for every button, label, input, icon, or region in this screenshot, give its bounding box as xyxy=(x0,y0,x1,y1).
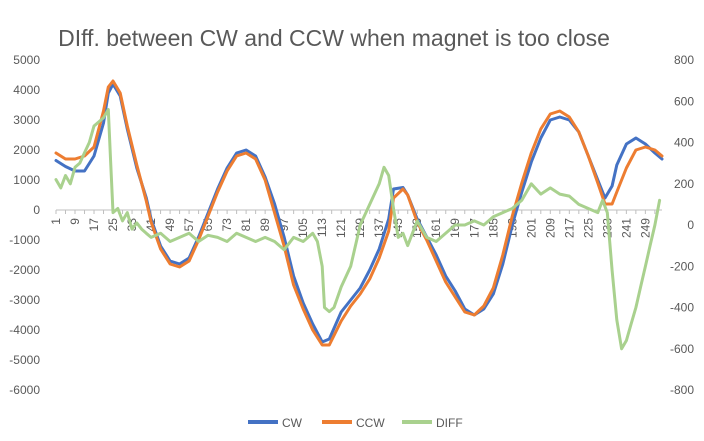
series-line-diff xyxy=(54,108,662,351)
plot-area xyxy=(54,79,664,351)
x-tick-label: 225 xyxy=(581,218,595,238)
x-axis: 1 9 17 25 33 41 49 57 65 73 81 89 97 105 113 121 129 137 1… xyxy=(49,209,662,238)
y-right-tick-label: -200 xyxy=(670,259,694,273)
x-tick-label: 9 xyxy=(68,218,82,225)
x-tick-label: 217 xyxy=(562,218,576,238)
y-right-tick-label: -800 xyxy=(670,383,694,397)
y-left-tick-label: -4000 xyxy=(9,323,40,337)
y-right-tick-label: 600 xyxy=(674,94,694,108)
y-right-tick-label: -400 xyxy=(670,301,694,315)
y-left-tick-label: -6000 xyxy=(9,383,40,397)
y-left-tick-label: -2000 xyxy=(9,263,40,277)
y-axis-right: 800 600 400 200 0 -200 -400 -600 -800 xyxy=(670,53,694,397)
y-right-tick-label: -600 xyxy=(670,342,694,356)
x-tick-label: 25 xyxy=(106,218,120,232)
y-left-tick-label: 5000 xyxy=(13,53,40,67)
x-tick-label: 137 xyxy=(372,218,386,238)
y-left-tick-label: -1000 xyxy=(9,233,40,247)
y-left-tick-label: 2000 xyxy=(13,143,40,157)
y-left-tick-label: -3000 xyxy=(9,293,40,307)
x-tick-label: 49 xyxy=(163,218,177,232)
legend-label-cw: CW xyxy=(282,416,303,430)
y-right-tick-label: 0 xyxy=(687,218,694,232)
x-tick-label: 1 xyxy=(49,218,63,225)
y-right-tick-label: 200 xyxy=(674,177,694,191)
legend-label-diff: DIFF xyxy=(436,416,463,430)
x-tick-label: 201 xyxy=(524,218,538,238)
y-left-tick-label: 4000 xyxy=(13,83,40,97)
y-left-tick-label: -5000 xyxy=(9,353,40,367)
legend: CW CCW DIFF xyxy=(248,416,463,430)
x-tick-label: 161 xyxy=(429,218,443,238)
x-tick-label: 241 xyxy=(619,218,633,238)
x-tick-label: 113 xyxy=(315,218,329,237)
y-left-tick-label: 1000 xyxy=(13,173,40,187)
x-tick-label: 169 xyxy=(448,218,462,238)
x-tick-label: 249 xyxy=(638,218,652,238)
x-tick-label: 17 xyxy=(87,218,101,232)
y-left-tick-label: 0 xyxy=(33,203,40,217)
legend-label-ccw: CCW xyxy=(356,416,385,430)
x-tick-label: 105 xyxy=(296,218,310,238)
y-right-tick-label: 800 xyxy=(674,53,694,67)
x-tick-label: 89 xyxy=(258,218,272,232)
x-tick-label: 73 xyxy=(220,218,234,232)
x-tick-label: 185 xyxy=(486,218,500,238)
y-axis-left: 5000 4000 3000 2000 1000 0 -1000 -2000 -3000 -400… xyxy=(9,53,40,397)
series-line-ccw xyxy=(54,79,664,347)
x-tick-label: 121 xyxy=(334,218,348,238)
x-tick-label: 57 xyxy=(182,218,196,232)
series-line-cw xyxy=(54,82,664,344)
x-tick-label: 209 xyxy=(543,218,557,238)
y-left-tick-label: 3000 xyxy=(13,113,40,127)
x-tick-label: 81 xyxy=(239,218,253,232)
chart-title: DIff. between CW and CCW when magnet is … xyxy=(58,25,610,51)
y-right-tick-label: 400 xyxy=(674,136,694,150)
